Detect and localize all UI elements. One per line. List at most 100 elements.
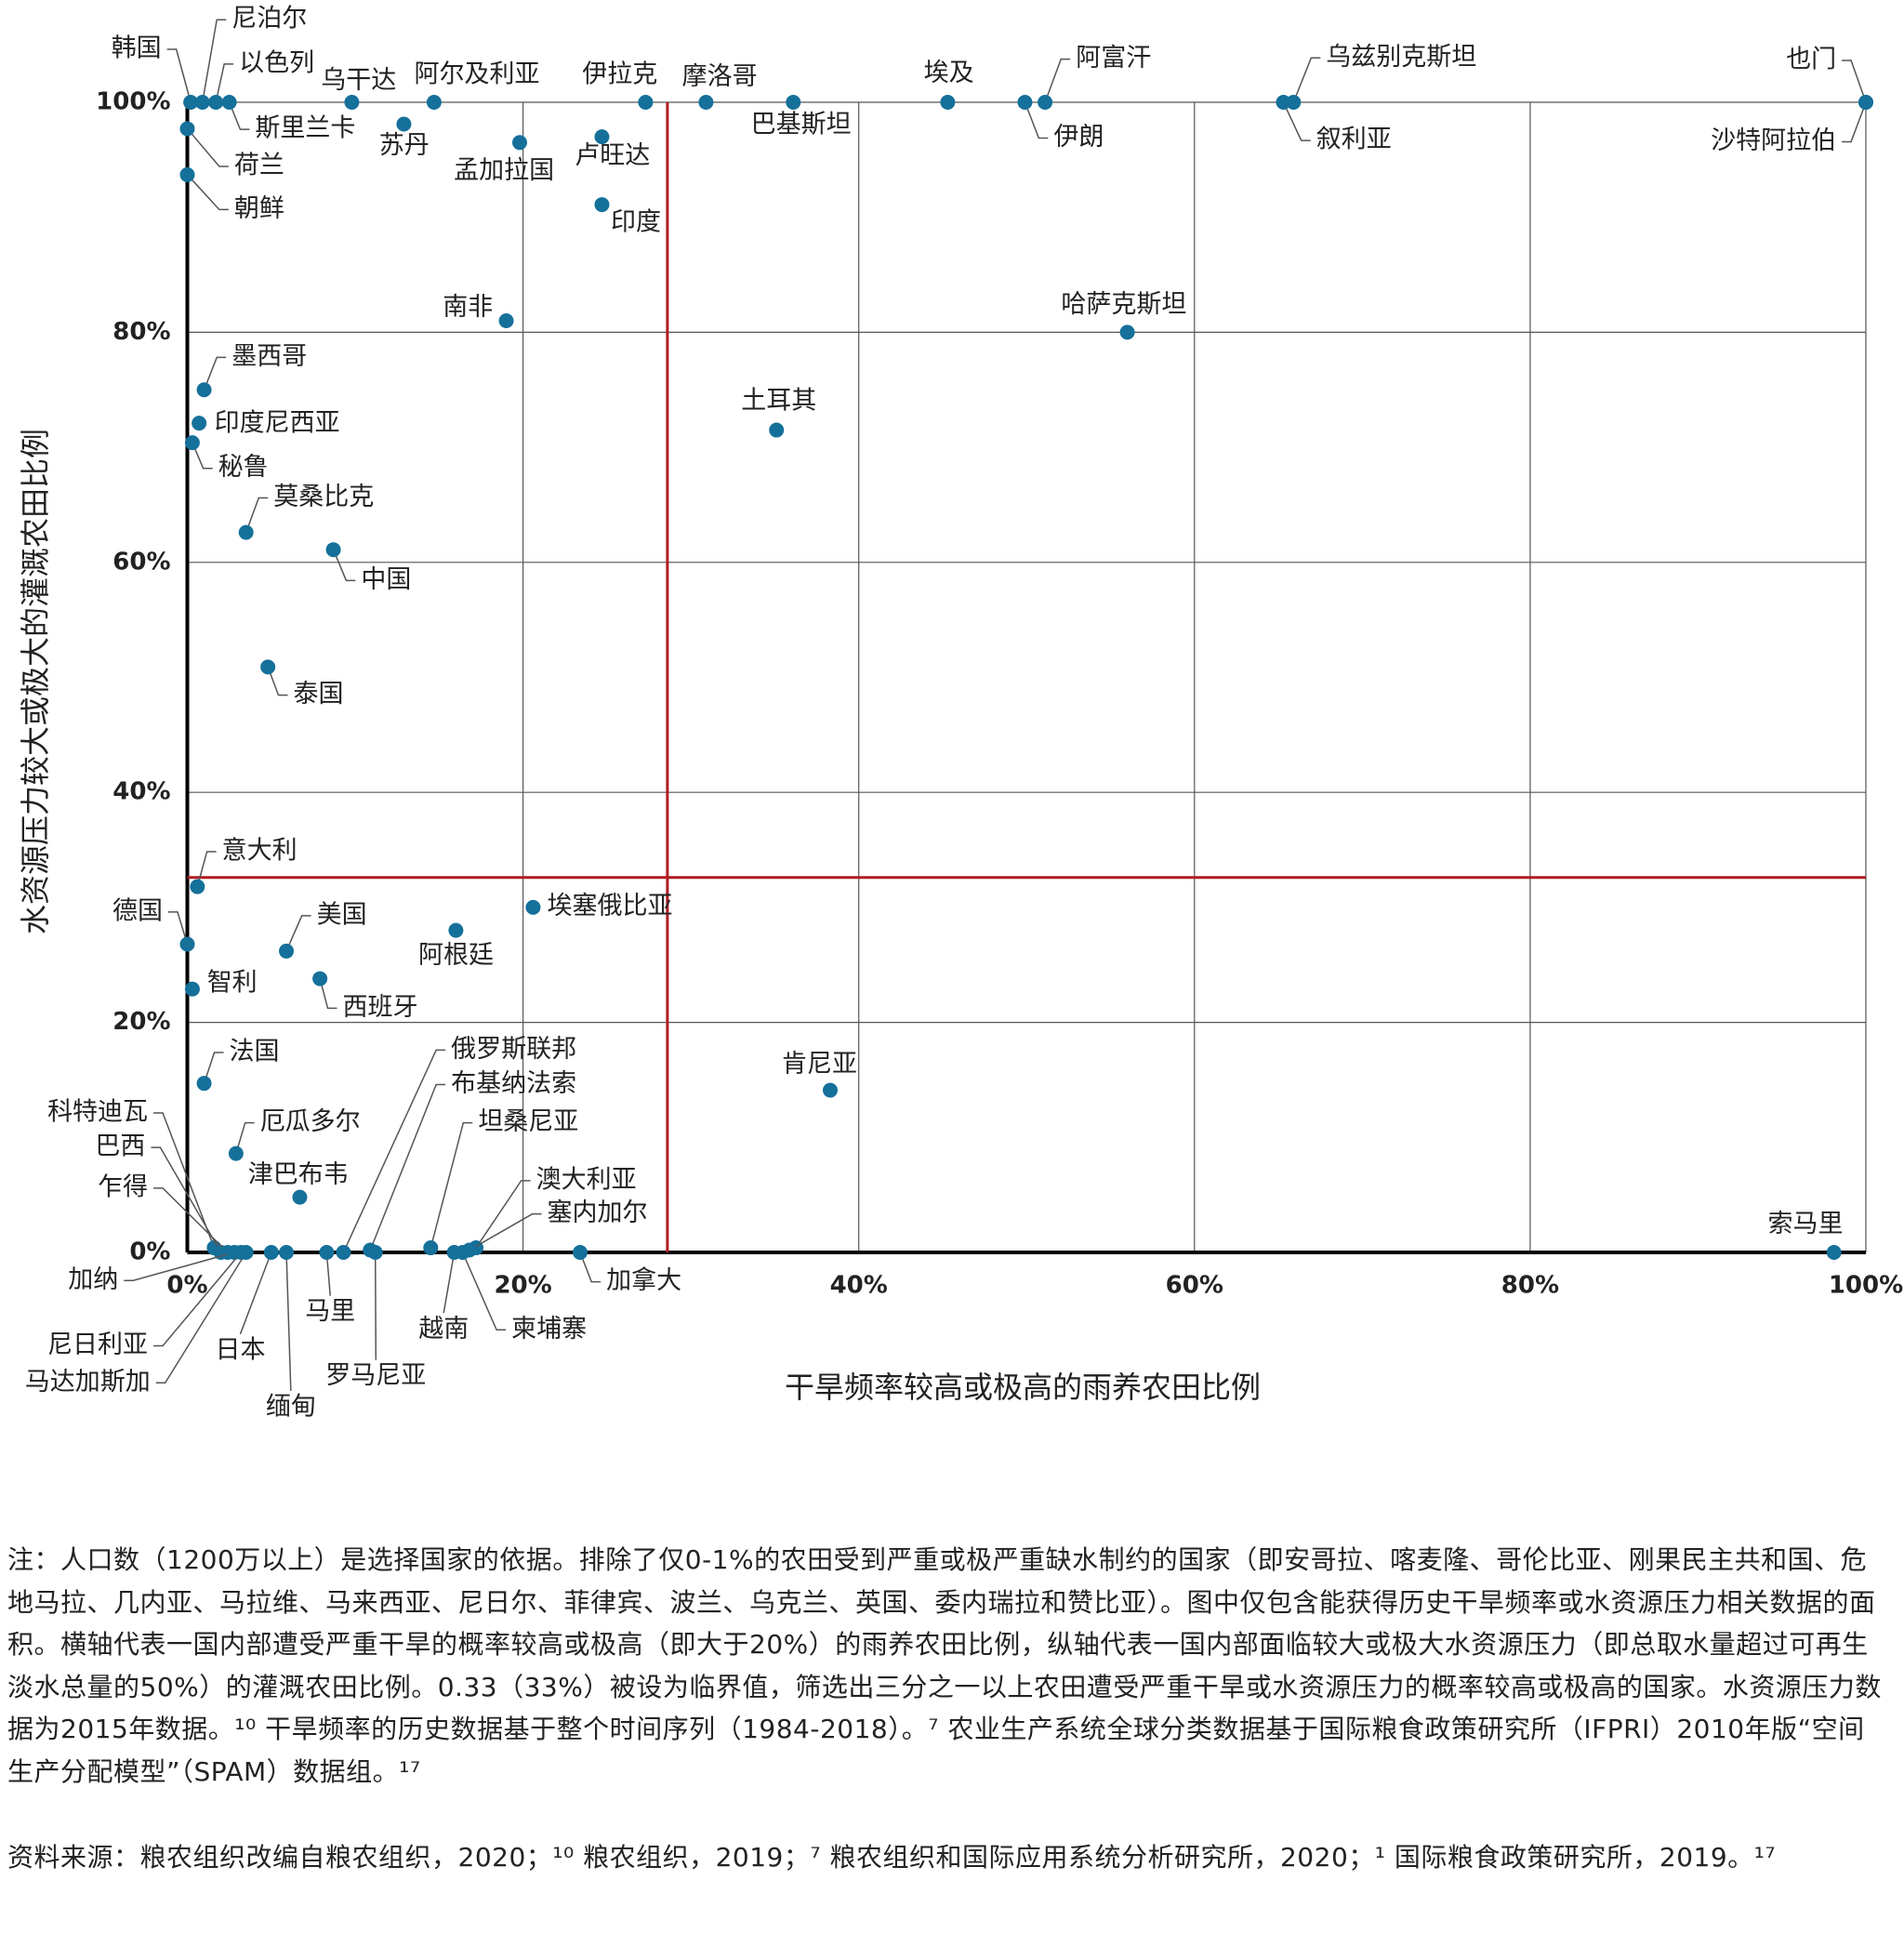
- point: [1017, 95, 1033, 110]
- point: [336, 1245, 351, 1260]
- point-label: 叙利亚: [1316, 126, 1392, 154]
- leader-line: [153, 1112, 216, 1249]
- point-label: 巴基斯坦: [751, 111, 852, 139]
- leader-line: [374, 1251, 377, 1360]
- point-label: 马里: [305, 1297, 355, 1326]
- point-label: 朝鲜: [234, 194, 284, 223]
- point-label: 日本: [215, 1335, 265, 1364]
- leader-line: [342, 1049, 446, 1253]
- point: [192, 416, 207, 431]
- leader-line: [319, 978, 337, 1010]
- point-label: 荷兰: [234, 151, 284, 179]
- point: [196, 1076, 212, 1092]
- point: [396, 116, 412, 132]
- point-label: 塞内加尔: [548, 1198, 648, 1227]
- point-label: 俄罗斯联邦: [451, 1035, 576, 1064]
- point: [263, 1245, 279, 1260]
- point-label: 柬埔寨: [511, 1315, 587, 1344]
- point: [572, 1245, 588, 1260]
- x-tick-label: 80%: [1501, 1272, 1559, 1300]
- point-label: 缅甸: [266, 1392, 316, 1421]
- point-label: 乍得: [98, 1172, 148, 1201]
- point: [179, 936, 195, 952]
- point-label: 越南: [418, 1315, 469, 1344]
- point-label: 阿富汗: [1076, 44, 1151, 73]
- point: [183, 95, 199, 110]
- point-label: 厄瓜多尔: [260, 1107, 361, 1136]
- point-label: 意大利: [222, 836, 298, 865]
- point-label: 阿尔及利亚: [414, 60, 539, 88]
- point-label: 乌干达: [321, 66, 396, 95]
- point-label: 秘鲁: [218, 453, 269, 482]
- point: [196, 382, 212, 398]
- leader-line: [1842, 101, 1867, 143]
- point: [184, 981, 200, 997]
- leader-line: [475, 1180, 531, 1249]
- y-tick-label: 80%: [112, 318, 170, 346]
- point-label: 苏丹: [379, 131, 430, 160]
- point-label: 巴西: [95, 1132, 145, 1161]
- point-label: 莫桑比克: [273, 483, 374, 511]
- point-label: 斯里兰卡: [255, 114, 355, 143]
- leader-line: [153, 1251, 242, 1347]
- point: [525, 899, 541, 915]
- point-label: 加拿大: [606, 1266, 681, 1295]
- point-label: 美国: [317, 900, 367, 929]
- x-tick-label: 20%: [494, 1272, 551, 1300]
- point-label: 澳大利亚: [536, 1165, 637, 1194]
- y-tick-label: 0%: [129, 1238, 170, 1266]
- point: [367, 1245, 383, 1260]
- point: [594, 129, 610, 145]
- point: [194, 95, 210, 110]
- point-label: 以色列: [239, 48, 314, 77]
- point: [1286, 95, 1302, 110]
- leader-line: [239, 1251, 272, 1335]
- point-label: 科特迪瓦: [47, 1097, 148, 1126]
- leader-line: [186, 174, 229, 211]
- leader-line: [469, 1212, 542, 1251]
- point: [279, 1245, 295, 1260]
- point-label: 伊朗: [1053, 123, 1104, 152]
- point: [179, 121, 195, 137]
- leader-line: [192, 442, 213, 470]
- point-label: 泰国: [293, 680, 343, 708]
- point: [238, 524, 254, 540]
- point-label: 西班牙: [343, 993, 418, 1022]
- point-label: 墨西哥: [231, 342, 307, 371]
- x-tick-label: 100%: [1829, 1272, 1903, 1300]
- leader-line: [215, 63, 234, 103]
- leader-line: [167, 911, 189, 945]
- point-label: 沙特阿拉伯: [1711, 126, 1836, 155]
- point: [461, 1242, 477, 1258]
- leader-line: [153, 1187, 229, 1253]
- leader-line: [1292, 57, 1321, 103]
- point: [769, 422, 785, 438]
- point-label: 法国: [230, 1038, 280, 1066]
- point-label: 埃及: [924, 59, 974, 87]
- point: [179, 166, 195, 182]
- leader-line: [1024, 101, 1049, 139]
- point-label: 卢旺达: [575, 141, 650, 170]
- point-label: 肯尼亚: [782, 1050, 857, 1079]
- point: [594, 197, 610, 213]
- y-tick-label: 20%: [112, 1008, 170, 1036]
- point-label: 津巴布韦: [248, 1160, 349, 1189]
- point: [1858, 95, 1873, 110]
- x-tick-label: 60%: [1166, 1272, 1223, 1300]
- leader-line: [285, 915, 311, 952]
- point: [344, 95, 360, 110]
- leader-line: [1044, 58, 1071, 103]
- leader-line: [155, 1251, 247, 1384]
- leader-line: [461, 1251, 507, 1331]
- leader-line: [443, 1251, 456, 1314]
- leader-line: [430, 1121, 473, 1249]
- point-label: 乌兹别克斯坦: [1326, 43, 1476, 72]
- x-tick-label: 0%: [166, 1272, 207, 1300]
- point: [325, 542, 341, 558]
- leader-line: [267, 667, 288, 696]
- point: [823, 1082, 839, 1098]
- leader-line: [186, 127, 229, 167]
- source: 资料来源：粮农组织改编自粮农组织，2020；¹⁰ 粮农组织，2019；⁷ 粮农组…: [7, 1842, 1777, 1873]
- point-label: 印度尼西亚: [215, 408, 340, 437]
